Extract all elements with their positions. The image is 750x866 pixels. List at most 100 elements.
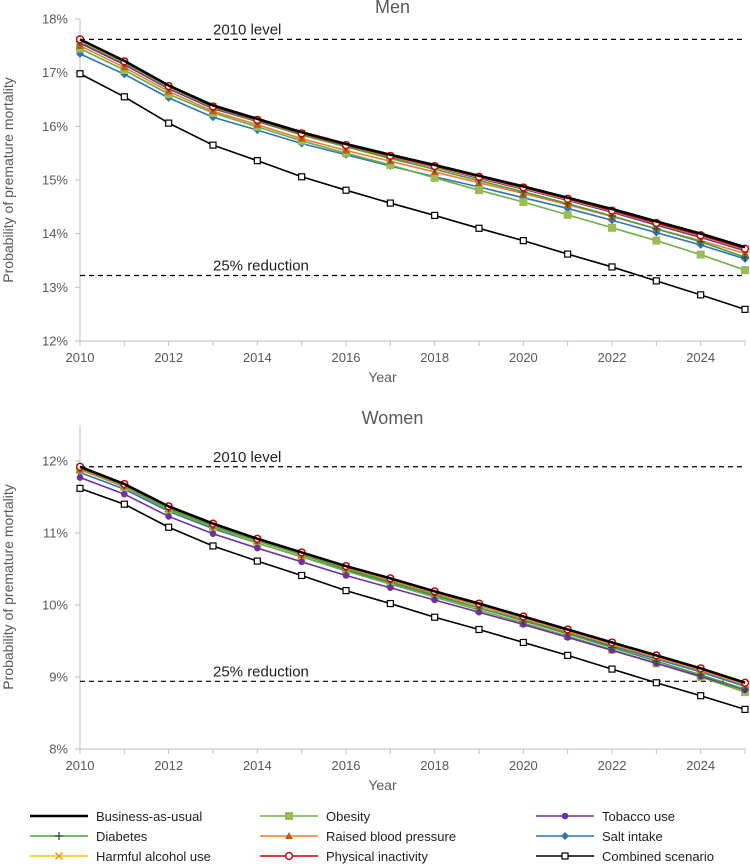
data-point: [608, 665, 616, 673]
data-point: [254, 544, 261, 552]
legend-marker: [561, 812, 569, 820]
data-point: [387, 584, 394, 592]
x-tick-label: 2020: [509, 758, 538, 773]
legend-swatch: [30, 832, 88, 840]
x-tick-label: 2016: [332, 350, 361, 365]
chart-title: Women: [362, 408, 424, 428]
series-line: [79, 40, 746, 259]
x-tick-label: 2018: [420, 758, 449, 773]
reference-label-25-reduction: 25% reduction: [213, 663, 309, 680]
legend: Business-as-usual Obesity Tobacco use Diabe…: [0, 806, 750, 866]
data-point: [386, 199, 394, 207]
x-tick-label: 2022: [598, 758, 627, 773]
legend-swatch: [536, 812, 594, 820]
legend-swatch: [30, 814, 88, 818]
y-axis-label: Probability of premature mortality: [0, 484, 16, 689]
legend-item-business-as-usual: Business-as-usual: [28, 806, 202, 826]
series-line: [79, 38, 746, 249]
data-point: [696, 250, 705, 259]
legend-marker: [284, 851, 294, 861]
y-tick-label: 15%: [42, 173, 68, 188]
chart-women: Women 8% 9% 10% 11% 12% 2010 2012 2014 2016 2018 20…: [0, 408, 750, 793]
data-point: [741, 266, 749, 275]
series-line: [79, 53, 746, 260]
legend-swatch: [260, 812, 318, 820]
legend-item-combined-scenario: Combined scenario: [534, 846, 714, 866]
legend-marker: [561, 832, 569, 840]
data-point: [608, 263, 616, 271]
data-point: [209, 530, 217, 538]
series-combined-scenario: [76, 484, 749, 714]
series-diabetes: [76, 464, 749, 694]
y-tick-label: 13%: [42, 280, 68, 295]
data-point: [475, 186, 483, 195]
data-point: [652, 679, 660, 687]
legend-label: Harmful alcohol use: [96, 848, 211, 864]
series-diabetes: [76, 37, 749, 262]
data-point: [697, 291, 705, 299]
data-point: [76, 474, 84, 481]
series-line: [79, 476, 746, 691]
data-point: [253, 557, 261, 565]
data-point: [519, 237, 527, 245]
series-salt-intake: [76, 468, 749, 691]
x-axis-label: Year: [368, 777, 397, 793]
data-point: [298, 173, 306, 181]
legend-swatch: [260, 832, 318, 839]
y-tick-label: 17%: [42, 65, 68, 80]
data-point: [342, 586, 350, 595]
series-tobacco-use: [76, 474, 749, 694]
legend-item-harmful-alcohol-use: Harmful alcohol use: [28, 846, 211, 866]
legend-item-diabetes: Diabetes: [28, 826, 147, 846]
data-point: [386, 599, 394, 608]
x-tick-label: 2012: [154, 350, 183, 365]
data-point: [120, 500, 128, 508]
legend-swatch: [536, 832, 594, 840]
legend-item-obesity: Obesity: [258, 806, 370, 826]
data-point: [741, 705, 749, 714]
y-tick-label: 11%: [43, 526, 68, 541]
data-point: [76, 484, 84, 492]
data-point: [563, 210, 572, 219]
data-point: [697, 692, 705, 700]
y-axis-label: Probability of premature mortality: [0, 77, 16, 282]
legend-item-salt-intake: Salt intake: [534, 826, 663, 846]
data-point: [76, 70, 84, 78]
y-tick-label: 12%: [42, 334, 68, 349]
series-raised-blood-pressure: [76, 465, 749, 688]
x-tick-label: 2012: [154, 758, 183, 773]
y-tick-label: 12%: [42, 454, 68, 469]
series-tobacco-use: [76, 39, 749, 255]
x-tick-label: 2020: [509, 350, 538, 365]
x-tick-label: 2014: [243, 758, 272, 773]
y-tick-label: 14%: [42, 226, 68, 241]
data-point: [519, 638, 527, 647]
reference-label-2010-level: 2010 level: [213, 449, 281, 466]
data-point: [741, 253, 749, 262]
series-salt-intake: [76, 49, 749, 263]
series-business-as-usual: [79, 38, 746, 249]
x-tick-label: 2024: [686, 350, 715, 365]
x-tick-label: 2010: [66, 350, 95, 365]
chart-title: Men: [375, 0, 410, 17]
legend-label: Obesity: [326, 808, 371, 824]
data-point: [431, 211, 439, 220]
legend-label: Business-as-usual: [96, 808, 203, 824]
data-point: [741, 249, 749, 257]
legend-marker: [561, 852, 569, 860]
y-tick-label: 10%: [42, 598, 68, 613]
x-tick-label: 2014: [243, 350, 272, 365]
series-line: [79, 465, 746, 684]
x-tick-label: 2022: [598, 350, 627, 365]
y-tick-label: 18%: [42, 12, 68, 27]
data-point: [431, 613, 439, 621]
data-point: [298, 571, 306, 580]
data-point: [209, 542, 217, 550]
data-point: [741, 305, 749, 313]
legend-item-physical-inactivity: Physical inactivity: [258, 846, 428, 866]
legend-item-raised-blood-pressure: Raised blood pressure: [258, 826, 456, 846]
legend-marker: [285, 832, 293, 839]
data-point: [475, 608, 483, 616]
series-combined-scenario: [76, 70, 749, 313]
